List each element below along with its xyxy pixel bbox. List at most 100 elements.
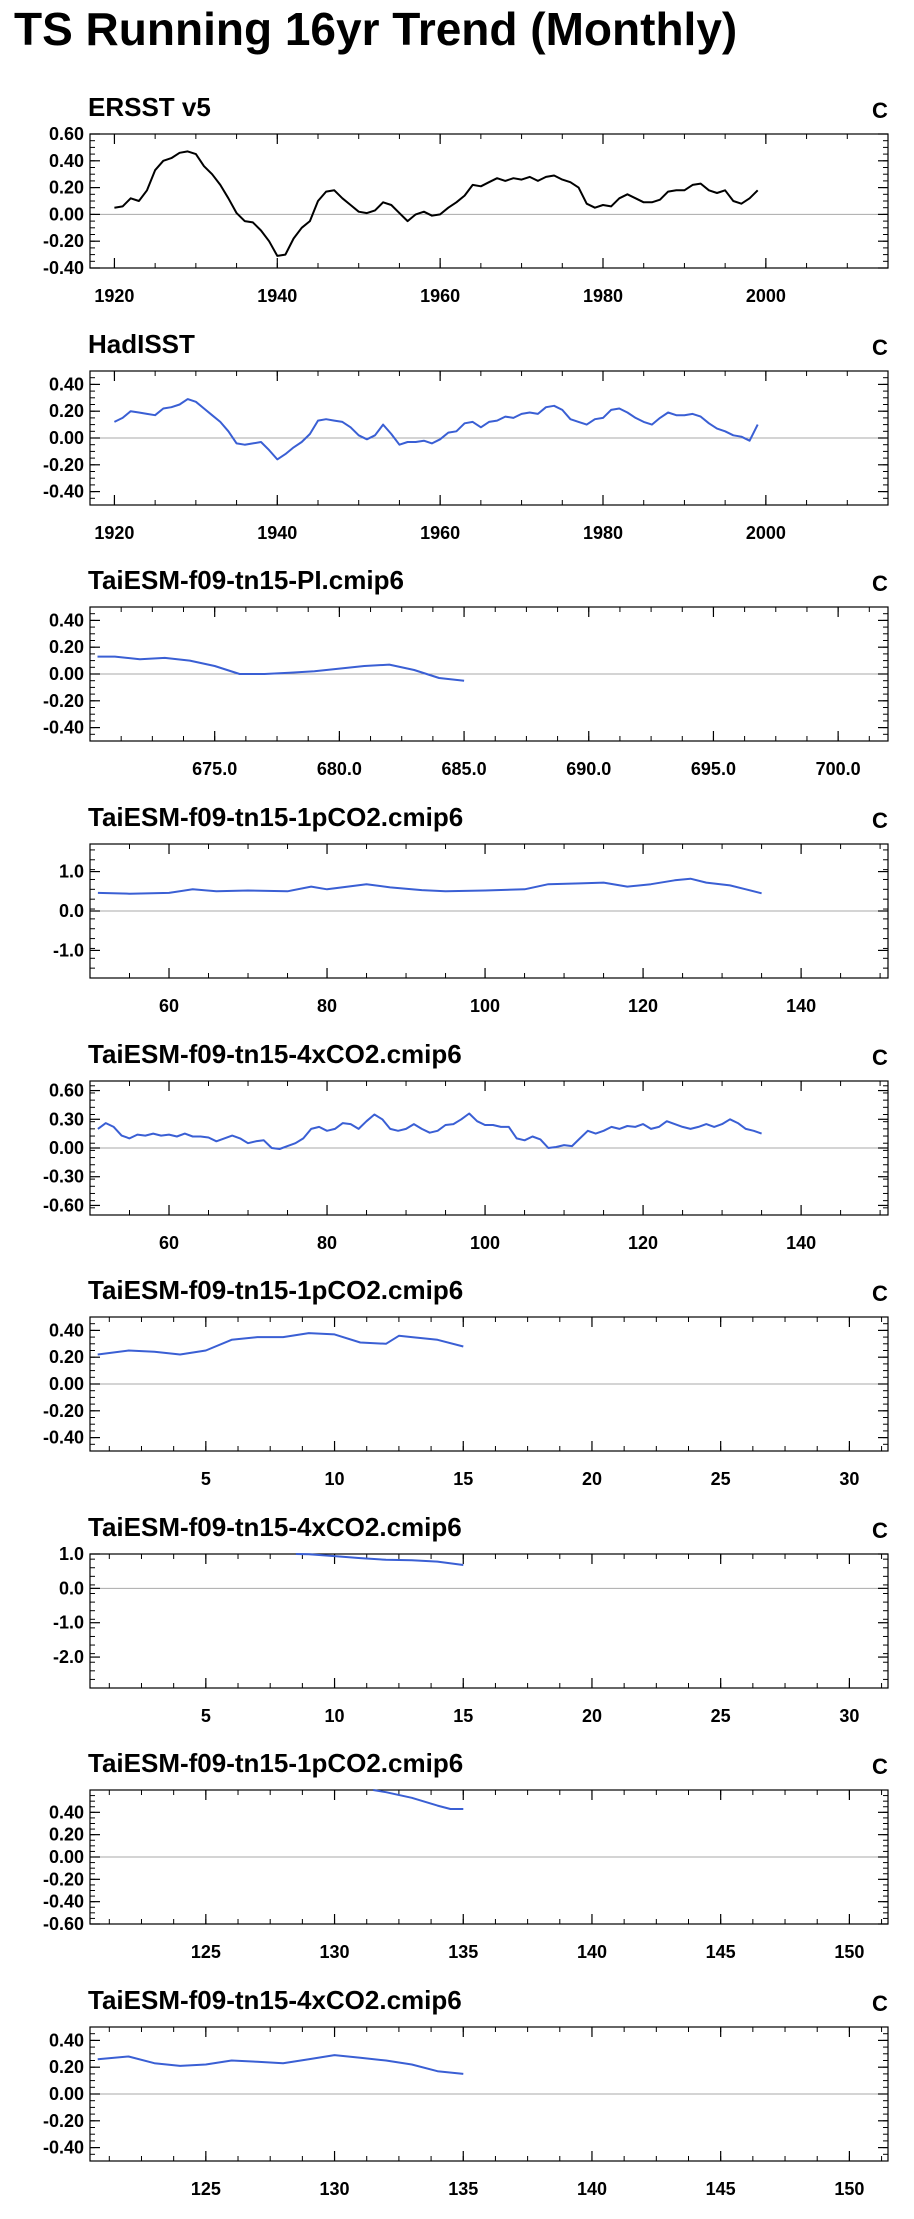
panel-title: TaiESM-f09-tn15-PI.cmip6 [88, 565, 404, 595]
chart-svg: -0.40 -0.20 0.00 0.20 0.40 125 130 135 140 145 150 [43, 2026, 889, 2199]
y-tick-label: -1.0 [53, 1613, 84, 1633]
x-tick-label: 15 [453, 1469, 473, 1489]
x-tick-label: 100 [470, 1233, 500, 1253]
x-tick-label: 690.0 [566, 759, 611, 779]
series-line [97, 655, 465, 682]
units-label: C [872, 1518, 888, 1543]
x-tick-label: 140 [786, 996, 816, 1016]
panel-title: TaiESM-f09-tn15-1pCO2.cmip6 [88, 1748, 464, 1778]
x-tick-label: 1960 [420, 286, 460, 306]
y-tick-label: -0.20 [43, 455, 84, 475]
y-tick-label: 0.30 [49, 1109, 84, 1129]
series-line [113, 398, 759, 461]
x-tick-label: 10 [325, 1469, 345, 1489]
x-tick-label: 20 [582, 1469, 602, 1489]
y-tick-label: 0.00 [49, 1138, 84, 1158]
units-label: C [872, 571, 888, 596]
chart-panel-4: TaiESM-f09-tn15-1pCO2.cmip6 C -1.0 0.0 1.0 60… [0, 800, 914, 1030]
y-tick-label: -0.40 [43, 1428, 84, 1448]
y-tick-label: 0.00 [49, 428, 84, 448]
units-label: C [872, 1991, 888, 2016]
y-tick-label: -0.40 [43, 258, 84, 278]
x-tick-label: 150 [834, 1942, 864, 1962]
series-line [97, 877, 762, 895]
chart-svg: -1.0 0.0 1.0 60 80 100 120 140 [53, 843, 889, 1016]
panel-title: TaiESM-f09-tn15-4xCO2.cmip6 [88, 1985, 462, 2015]
series-line [97, 2054, 464, 2075]
x-tick-label: 80 [317, 996, 337, 1016]
x-tick-label: 1960 [420, 523, 460, 543]
x-tick-label: 1980 [583, 286, 623, 306]
series-line [373, 1789, 464, 1810]
series-line [97, 1112, 762, 1150]
chart-svg: -2.0 -1.0 0.0 1.0 5 10 15 20 25 30 [53, 1544, 889, 1726]
y-tick-label: 0.0 [59, 1578, 84, 1598]
y-tick-label: 0.20 [49, 178, 84, 198]
y-tick-label: -0.40 [43, 2138, 84, 2158]
chart-svg: -0.60-0.40 -0.200.000.20 0.40 125 130 135 140 1… [43, 1789, 889, 1962]
y-tick-label: 0.00 [49, 2084, 84, 2104]
x-tick-label: 145 [706, 1942, 736, 1962]
chart-svg: -0.40 -0.20 0.00 0.20 0.40 5 10 15 20 25 30 [43, 1316, 889, 1489]
x-tick-label: 1920 [94, 523, 134, 543]
y-tick-label: -0.60 [43, 1195, 84, 1215]
x-tick-label: 2000 [746, 286, 786, 306]
x-tick-label: 685.0 [442, 759, 487, 779]
x-tick-label: 80 [317, 1233, 337, 1253]
units-label: C [872, 1281, 888, 1306]
x-tick-label: 125 [191, 2179, 221, 2199]
x-tick-label: 5 [201, 1706, 211, 1726]
y-tick-label: -0.40 [43, 718, 84, 738]
chart-panel-9: TaiESM-f09-tn15-4xCO2.cmip6 C -0.40 -0.20 0.… [0, 1983, 914, 2213]
x-tick-label: 1980 [583, 523, 623, 543]
chart-panel-8: TaiESM-f09-tn15-1pCO2.cmip6 C -0.60 -0.40 -0… [0, 1746, 914, 1976]
series-line [295, 1553, 464, 1566]
panel-title: TaiESM-f09-tn15-4xCO2.cmip6 [88, 1039, 462, 1069]
x-tick-label: 130 [320, 2179, 350, 2199]
y-tick-label: 0.20 [49, 2057, 84, 2077]
x-tick-label: 140 [786, 1233, 816, 1253]
y-tick-label: 0.40 [49, 374, 84, 394]
x-tick-label: 15 [453, 1706, 473, 1726]
y-tick-label: 0.60 [49, 124, 84, 144]
series-line [114, 150, 759, 257]
y-tick-label: -0.20 [43, 691, 84, 711]
panel-title: HadISST [88, 329, 195, 359]
panel-title: TaiESM-f09-tn15-1pCO2.cmip6 [88, 802, 464, 832]
y-tick-label: 0.20 [49, 1347, 84, 1367]
plot-frame [89, 133, 889, 269]
chart-svg: -0.40 -0.20 0.00 0.20 0.40 1920 1940 1960 1980 20… [43, 370, 889, 543]
x-tick-label: 30 [839, 1706, 859, 1726]
x-tick-label: 60 [159, 1233, 179, 1253]
y-tick-label: 0.20 [49, 637, 84, 657]
y-tick-label: 0.60 [49, 1081, 84, 1101]
y-tick-label: 0.20 [49, 1825, 84, 1845]
x-tick-label: 695.0 [691, 759, 736, 779]
x-tick-label: 140 [577, 1942, 607, 1962]
y-tick-label: 0.40 [49, 610, 84, 630]
y-tick-label: 0.0 [59, 901, 84, 921]
chart-svg: -0.60 -0.30 0.00 0.30 0.60 60 80 100 120 140 [43, 1080, 889, 1253]
x-tick-label: 125 [191, 1942, 221, 1962]
plot-frame [89, 1553, 889, 1689]
x-tick-label: 1940 [257, 523, 297, 543]
x-tick-label: 20 [582, 1706, 602, 1726]
units-label: C [872, 808, 888, 833]
y-tick-label: 0.00 [49, 204, 84, 224]
x-tick-label: 700.0 [816, 759, 861, 779]
x-tick-label: 135 [448, 2179, 478, 2199]
y-tick-label: -0.30 [43, 1167, 84, 1187]
x-tick-label: 10 [325, 1706, 345, 1726]
x-tick-label: 2000 [746, 523, 786, 543]
x-tick-label: 30 [839, 1469, 859, 1489]
chart-panel-3: TaiESM-f09-tn15-PI.cmip6 C -0.40 -0.20 0.00 0… [0, 563, 914, 793]
chart-panel-2: HadISST C -0.40 -0.20 0.00 0.20 0.40 1920 1940 19… [0, 327, 914, 557]
x-tick-label: 1920 [94, 286, 134, 306]
y-tick-label: 0.00 [49, 1847, 84, 1867]
x-tick-label: 680.0 [317, 759, 362, 779]
x-tick-label: 130 [320, 1942, 350, 1962]
chart-panel-6: TaiESM-f09-tn15-1pCO2.cmip6 C -0.40 -0.20 0.… [0, 1273, 914, 1503]
chart-panel-5: TaiESM-f09-tn15-4xCO2.cmip6 C -0.60 -0.30 0.… [0, 1037, 914, 1267]
x-tick-label: 135 [448, 1942, 478, 1962]
units-label: C [872, 335, 888, 360]
